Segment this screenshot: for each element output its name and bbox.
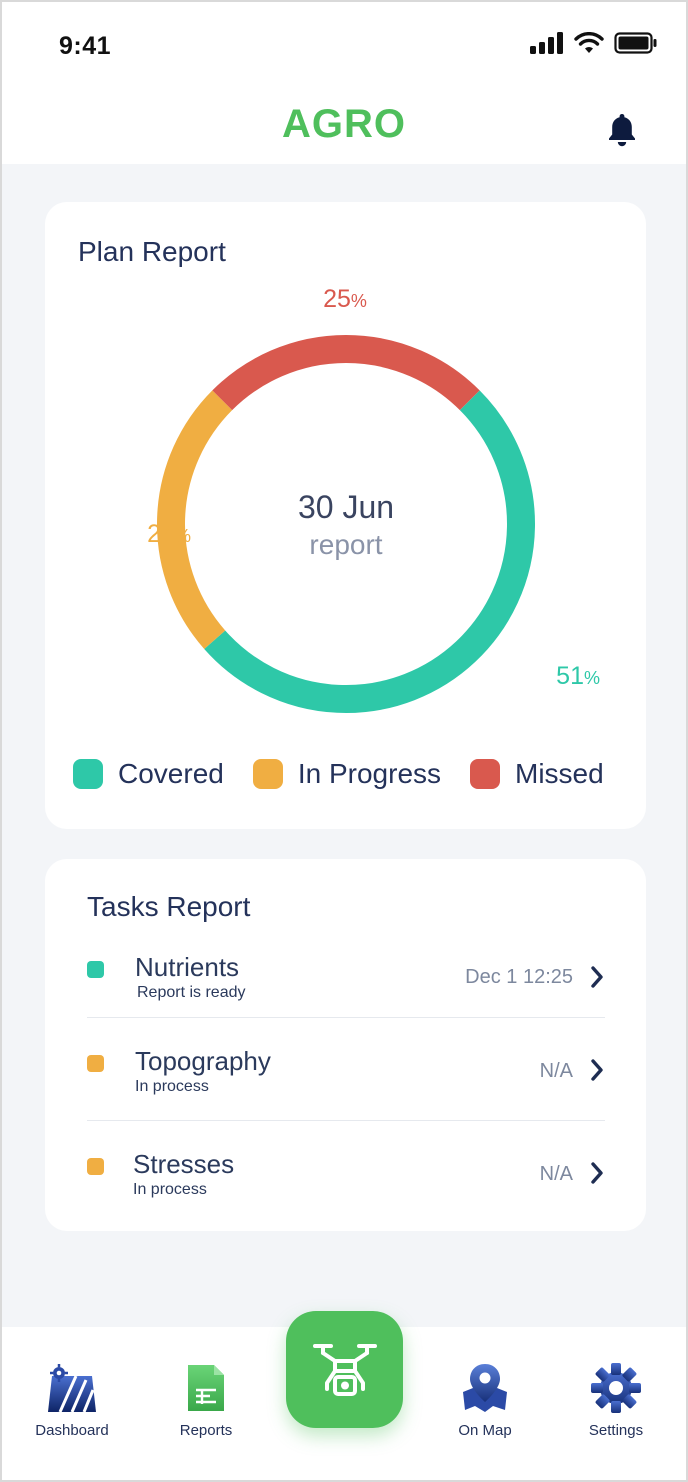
legend-item-missed: Missed (470, 758, 604, 790)
divider (87, 1120, 605, 1121)
chevron-right-icon[interactable] (589, 1161, 605, 1185)
nav-on-map[interactable]: On Map (425, 1362, 545, 1439)
task-name: Stresses (133, 1149, 235, 1179)
nav-reports[interactable]: Reports (146, 1362, 266, 1439)
map-pin-icon (463, 1364, 507, 1412)
legend-label-missed: Missed (515, 758, 604, 789)
legend-item-covered: Covered (73, 758, 224, 790)
task-row-stresses[interactable]: Stresses In process N/A (87, 1149, 605, 1229)
wifi-icon (574, 32, 604, 53)
app-title: AGRO (282, 102, 406, 146)
task-status-dot (87, 1158, 104, 1175)
task-row-nutrients[interactable]: Nutrients Report is ready Dec 1 12:25 (87, 951, 605, 1031)
legend-swatch-in-progress (252, 759, 283, 789)
nav-label: Dashboard (35, 1422, 109, 1439)
battery-icon (614, 32, 657, 54)
donut-center-caption: report (309, 529, 382, 560)
nav-label: Reports (179, 1422, 233, 1439)
cellular-signal-icon (530, 32, 563, 54)
chevron-right-icon[interactable] (589, 1058, 605, 1082)
plan-donut-chart: 51% 24% 25% 30 Jun report (147, 285, 600, 713)
field-icon (48, 1364, 96, 1413)
donut-slice-covered (204, 390, 535, 713)
drone-icon (312, 1343, 377, 1396)
nav-dashboard[interactable]: Dashboard (12, 1362, 132, 1439)
task-row-topography[interactable]: Topography In process N/A (87, 1046, 605, 1126)
legend-label-covered: Covered (118, 758, 224, 789)
plan-report-title: Plan Report (78, 236, 226, 267)
task-status: In process (133, 1181, 207, 1198)
donut-slice-missed (212, 335, 480, 411)
legend-swatch-covered (73, 759, 103, 789)
donut-percent-label: 24% (147, 520, 191, 548)
bell-icon[interactable] (606, 112, 638, 148)
donut-percent-label: 51% (556, 662, 600, 690)
tasks-report-card: Tasks Report Nutrients Report is ready D… (45, 859, 646, 1231)
nav-label: On Map (458, 1422, 512, 1439)
donut-center-date: 30 Jun (298, 489, 394, 525)
legend-label-in-progress: In Progress (297, 758, 442, 789)
legend-swatch-missed (470, 759, 501, 789)
donut-percent-label: 25% (323, 285, 367, 313)
task-status: In process (135, 1078, 209, 1095)
donut-slice-in-progress (157, 390, 233, 649)
divider (87, 1017, 605, 1018)
task-status-dot (87, 1055, 104, 1072)
gear-icon (591, 1363, 641, 1413)
task-status-dot (87, 961, 104, 978)
task-date: Dec 1 12:25 (465, 966, 573, 988)
plan-report-card: Plan Report 51% 24% 25% 30 Jun report Covere… (45, 202, 646, 829)
status-time: 9:41 (59, 32, 112, 60)
status-icons (530, 32, 658, 54)
drone-action-button[interactable] (286, 1311, 403, 1428)
chart-legend: Covered In Progress Missed (73, 758, 604, 790)
task-status: Report is ready (137, 984, 246, 1001)
top-bar: 9:41 AGRO (2, 2, 686, 164)
task-name: Topography (135, 1046, 271, 1076)
task-date: N/A (539, 1060, 573, 1082)
nav-settings[interactable]: Settings (556, 1362, 676, 1439)
task-name: Nutrients (135, 952, 240, 982)
report-sheet-icon (188, 1365, 224, 1411)
tasks-report-title: Tasks Report (87, 891, 251, 922)
nav-label: Settings (588, 1422, 644, 1439)
chevron-right-icon[interactable] (589, 965, 605, 989)
task-date: N/A (539, 1163, 573, 1185)
legend-item-in-progress: In Progress (252, 758, 442, 790)
